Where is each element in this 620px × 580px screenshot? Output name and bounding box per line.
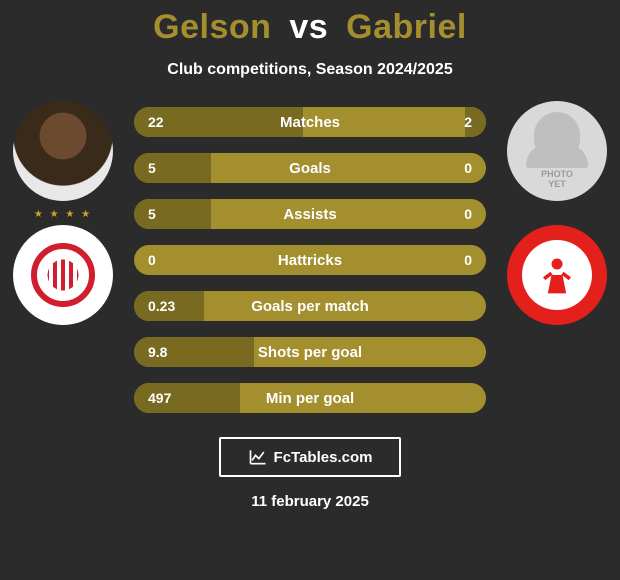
title-player1: Gelson [153,8,271,46]
club1-crest-icon [31,243,95,307]
chart-icon [248,447,268,467]
left-avatar-column: ★ ★ ★ ★ [8,101,118,325]
comparison-title: Gelson vs Gabriel [0,8,620,47]
stat-label: Goals [134,160,486,177]
club2-figure-icon [535,253,579,297]
player2-avatar-placeholder: NO PHOTO YET [507,101,607,201]
stat-bar: 9.8Shots per goal [134,337,486,367]
stat-label: Shots per goal [134,344,486,361]
club1-badge: ★ ★ ★ ★ [13,225,113,325]
date-text: 11 february 2025 [0,493,620,510]
club2-crest-icon [522,240,592,310]
stat-bar: 50Goals [134,153,486,183]
stat-label: Hattricks [134,252,486,269]
content-area: ★ ★ ★ ★ NO PHOTO YET 222Matches50Goals50… [0,107,620,413]
subtitle: Club competitions, Season 2024/2025 [0,61,620,79]
stat-bar: 497Min per goal [134,383,486,413]
club2-badge [507,225,607,325]
stat-bar: 00Hattricks [134,245,486,275]
stat-bars: 222Matches 50Goals 50Assists 00Hattricks 0.2… [134,107,486,413]
stat-label: Assists [134,206,486,223]
title-row: Gelson vs Gabriel [0,0,620,47]
right-avatar-column: NO PHOTO YET [502,101,612,325]
title-vs: vs [289,8,328,46]
player1-avatar [13,101,113,201]
stat-bar: 0.23Goals per match [134,291,486,321]
placeholder-text-line3: YET [548,180,566,190]
stat-bar: 50Assists [134,199,486,229]
stat-bar: 222Matches [134,107,486,137]
stat-label: Goals per match [134,298,486,315]
club1-stars-icon: ★ ★ ★ ★ [13,209,113,220]
stat-label: Matches [134,114,486,131]
source-badge: FcTables.com [219,437,401,477]
source-badge-text: FcTables.com [274,449,373,466]
title-player2: Gabriel [346,8,467,46]
stat-label: Min per goal [134,390,486,407]
silhouette-icon [534,112,580,158]
